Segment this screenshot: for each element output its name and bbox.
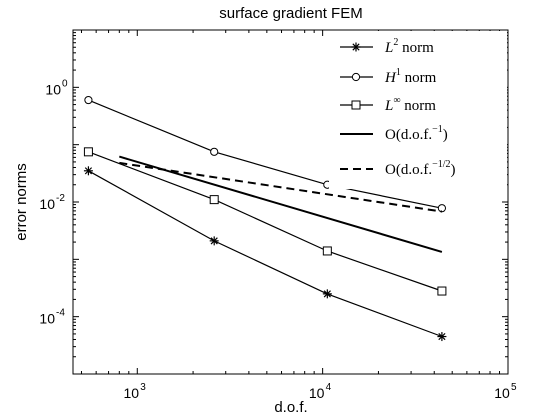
x-axis-label: d.o.f. xyxy=(274,399,307,416)
plot-series xyxy=(83,95,447,342)
y-axis-label: error norms xyxy=(13,163,30,241)
legend-label: H1 norm xyxy=(384,67,437,86)
square-marker xyxy=(209,195,219,205)
square-marker xyxy=(351,100,361,110)
star-marker xyxy=(437,332,447,342)
circle-marker xyxy=(437,204,447,213)
series-line xyxy=(88,99,443,209)
square-marker xyxy=(437,286,447,296)
series-3 xyxy=(83,147,447,296)
axis-ticks: 10 3 10 4 10 510 -410 -210 0 xyxy=(39,29,517,401)
x-tick-label-exponent: 4 xyxy=(326,382,332,393)
star-marker xyxy=(209,236,219,246)
series-4 xyxy=(119,155,443,253)
x-tick-label: 10 xyxy=(123,385,139,401)
legend-label: L∞ norm xyxy=(384,95,436,114)
star-marker xyxy=(83,166,93,176)
y-tick-label: 10 xyxy=(39,196,55,212)
legend-entry: H1 norm xyxy=(340,67,437,86)
y-tick-label-exponent: 0 xyxy=(62,78,68,89)
x-tick-label: 10 xyxy=(309,385,325,401)
y-tick-label: 10 xyxy=(45,81,61,97)
series-line xyxy=(119,161,443,213)
legend-label: L2 norm xyxy=(384,37,434,56)
square-marker xyxy=(83,147,93,157)
legend-label: O(d.o.f.−1/2) xyxy=(385,159,456,178)
y-tick-label-exponent: -4 xyxy=(56,308,65,319)
legend-box xyxy=(329,31,507,189)
circle-marker xyxy=(210,147,219,156)
y-tick-label: 10 xyxy=(39,311,55,327)
chart-title: surface gradient FEM xyxy=(219,5,362,22)
x-tick-label: 10 xyxy=(494,385,510,401)
legend-entry: O(d.o.f.−1/2) xyxy=(340,159,456,178)
legend-entry: L∞ norm xyxy=(340,95,436,114)
x-tick-label-exponent: 5 xyxy=(511,382,517,393)
circle-marker xyxy=(351,72,361,82)
star-marker xyxy=(351,42,361,52)
legend-entry: O(d.o.f.−1) xyxy=(340,124,448,143)
series-line xyxy=(119,155,443,253)
y-tick-label-exponent: -2 xyxy=(56,193,65,204)
legend-label: O(d.o.f.−1) xyxy=(385,124,448,143)
series-2 xyxy=(84,95,447,213)
series-5 xyxy=(119,161,443,213)
square-marker xyxy=(322,246,332,256)
series-line xyxy=(88,151,443,292)
legend-entry: L2 norm xyxy=(340,37,434,56)
series-line xyxy=(88,170,443,338)
star-marker xyxy=(322,289,332,299)
legend: L2 norm H1 norm L∞ norm O(d.o.f.−1) O(d.o.f.… xyxy=(329,31,507,189)
series-1 xyxy=(83,166,447,342)
x-tick-label-exponent: 3 xyxy=(140,382,146,393)
circle-marker xyxy=(84,95,93,105)
